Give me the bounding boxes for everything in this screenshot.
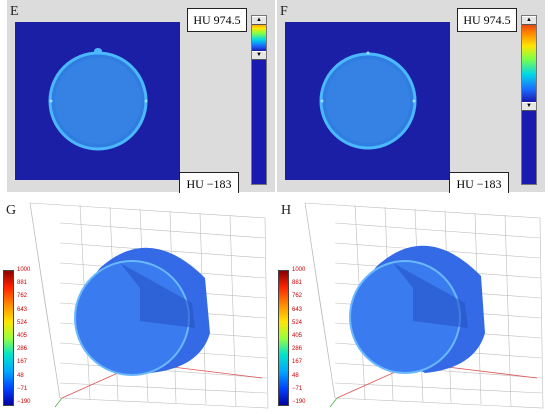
- legend-tick-label: 405: [292, 333, 303, 339]
- legend-gradient-bar: [278, 270, 289, 406]
- legend-tick-label: 762: [292, 293, 303, 300]
- hu-color-legend: 1000 881 762 643 524 405 286 167 48 −71 −190: [3, 267, 43, 411]
- legend-tick-label: 524: [17, 319, 28, 326]
- panel-g: G 1000 881 762 643 524 405 286 167 48 −71 −190: [0, 193, 275, 414]
- cylinder-volume: [74, 247, 210, 376]
- legend-tick-label: 286: [292, 346, 303, 353]
- legend-tick-label: 762: [17, 293, 28, 300]
- colorbar-gradient: [522, 16, 536, 102]
- legend-tick-label: 643: [17, 306, 28, 313]
- triangle-up-icon[interactable]: ▲: [522, 16, 536, 25]
- legend-tick-label: 167: [292, 359, 303, 366]
- panel-h: H 1000 881 762 643 524 405 286 167 48 −71 −190: [275, 193, 550, 414]
- legend-tick-label: −71: [17, 385, 28, 392]
- panel-letter-e: E: [10, 4, 19, 19]
- panel-f: F HU 974.5 HU −183 ▲ ▼: [277, 0, 545, 196]
- legend-tick-label: 286: [17, 346, 28, 353]
- ct-slice-image-e: [15, 22, 180, 180]
- volume-render-g[interactable]: [0, 193, 275, 414]
- legend-gradient-bar: [3, 270, 14, 406]
- window-level-colorbar[interactable]: ▲ ▼: [521, 15, 537, 185]
- legend-tick-label: 167: [17, 359, 28, 366]
- panel-letter-h: H: [281, 203, 292, 218]
- hu-max-label: HU 974.5: [187, 8, 247, 32]
- legend-tick-label: 48: [17, 372, 24, 379]
- hu-max-label: HU 974.5: [457, 8, 517, 32]
- legend-tick-label: 881: [17, 280, 28, 287]
- volume-render-h[interactable]: [275, 193, 550, 414]
- legend-tick-label: 643: [292, 306, 303, 313]
- ct-slice-image-f: [285, 22, 450, 180]
- legend-tick-label: −190: [17, 399, 31, 405]
- panel-letter-f: F: [280, 4, 288, 19]
- window-level-colorbar[interactable]: ▲ ▼: [251, 15, 267, 185]
- legend-tick-label: 1000: [292, 267, 306, 273]
- legend-tick-label: 48: [292, 372, 299, 379]
- ct-slice-view-e[interactable]: [15, 22, 180, 180]
- legend-tick-label: −71: [292, 385, 303, 392]
- legend-tick-label: −190: [292, 399, 306, 405]
- hu-min-label: HU −183: [449, 172, 509, 196]
- legend-tick-label: 1000: [17, 267, 31, 273]
- triangle-down-icon[interactable]: ▼: [252, 51, 266, 60]
- triangle-down-icon[interactable]: ▼: [522, 102, 536, 111]
- cylinder-volume: [349, 245, 485, 374]
- legend-tick-label: 405: [17, 333, 28, 339]
- legend-tick-label: 881: [292, 280, 303, 287]
- hu-color-legend: 1000 881 762 643 524 405 286 167 48 −71 −190: [278, 267, 318, 411]
- ct-slice-view-f[interactable]: [285, 22, 450, 180]
- legend-tick-label: 524: [292, 319, 303, 326]
- triangle-up-icon[interactable]: ▲: [252, 16, 266, 25]
- panel-letter-g: G: [6, 203, 17, 218]
- panel-e: E HU 974.5 HU −183 ▲ ▼: [7, 0, 275, 196]
